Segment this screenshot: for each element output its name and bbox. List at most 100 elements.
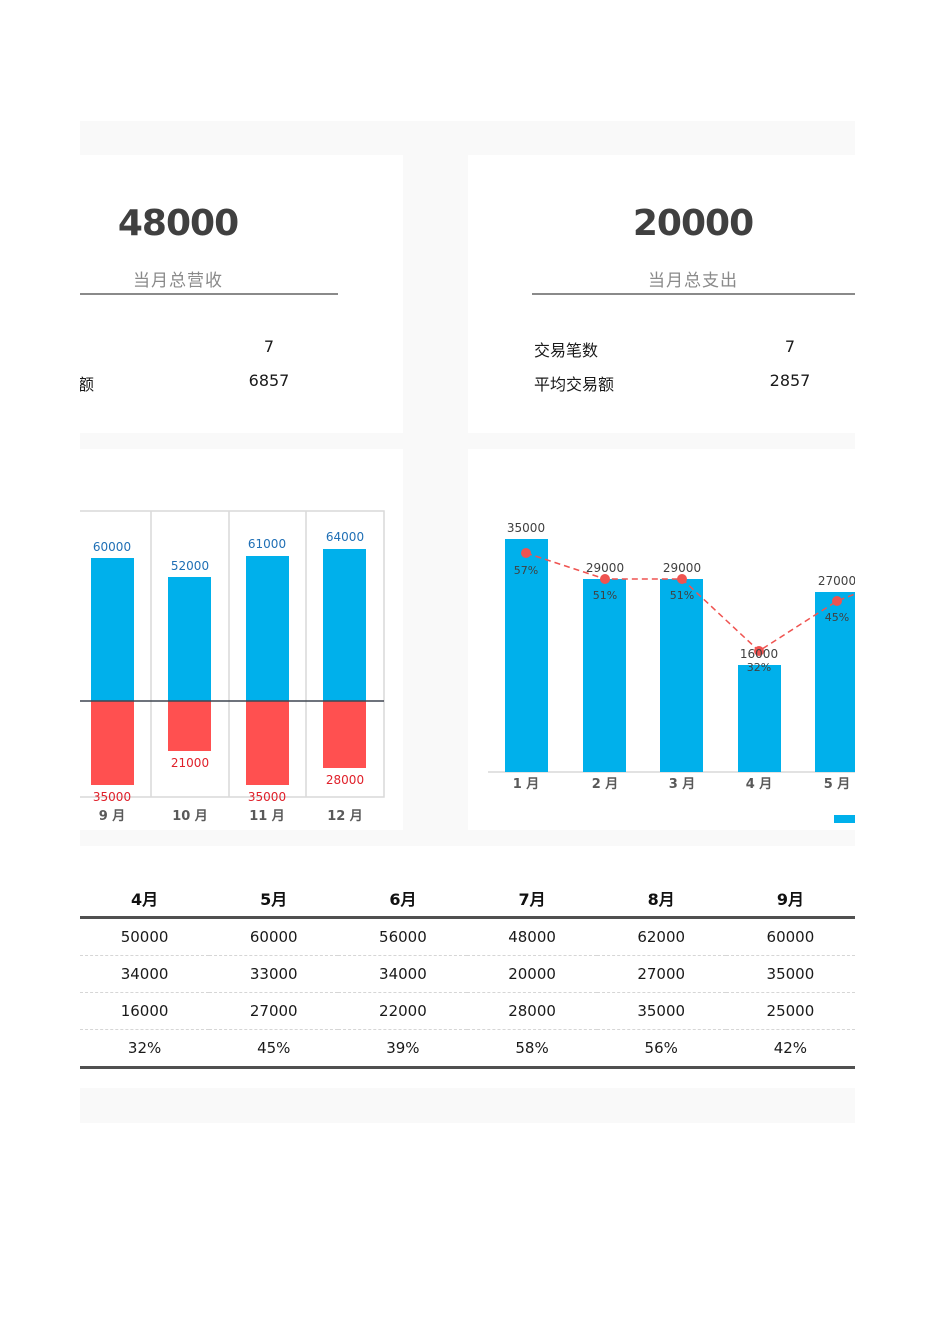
col-header: 5月	[209, 880, 339, 919]
svg-text:35000: 35000	[248, 790, 286, 804]
profit-chart: 35000 29000 29000 16000 27000 57% 51% 51…	[488, 521, 855, 823]
svg-text:35000: 35000	[507, 521, 545, 535]
svg-text:32%: 32%	[747, 661, 771, 674]
revenue-label: 当月总营收	[133, 271, 223, 291]
kpi-card-revenue: 48000 当月总营收 交易笔数 7 平均交易额 6857	[80, 155, 403, 433]
table-cell: 16000	[80, 992, 210, 1030]
col-header: 9月	[725, 880, 855, 919]
svg-text:4 月: 4 月	[746, 777, 773, 792]
top-band	[80, 121, 855, 155]
table-row: 32% 45% 39% 58% 56% 42%	[80, 1029, 855, 1069]
bar-income-10	[168, 577, 211, 701]
bar-profit-1	[505, 539, 548, 772]
bar-expense-9	[91, 701, 134, 785]
svg-text:52000: 52000	[171, 559, 209, 573]
table-cell: 34000	[80, 955, 210, 993]
stat-value-count: 7	[784, 337, 796, 356]
table-row: 16000 27000 22000 28000 35000 25000	[80, 992, 855, 1030]
svg-text:60000: 60000	[93, 540, 131, 554]
table-cell: 56000	[338, 917, 468, 956]
table-cell: 62000	[596, 917, 726, 956]
table-cell: 45%	[209, 1029, 339, 1069]
revenue-value: 48000	[117, 203, 239, 244]
table-cell: 60000	[725, 917, 855, 956]
expense-divider	[532, 293, 855, 295]
profit-chart-card: 35000 29000 29000 16000 27000 57% 51% 51…	[468, 449, 855, 830]
margin-line	[525, 552, 855, 652]
bar-profit-3	[660, 579, 703, 772]
table-cell: 27000	[596, 955, 726, 993]
svg-text:11 月: 11 月	[249, 809, 285, 824]
bar-income-9	[91, 558, 134, 701]
table-cell: 60000	[209, 917, 339, 956]
bar-profit-4	[738, 665, 781, 772]
bar-income-11	[246, 556, 289, 701]
col-header: 8月	[596, 880, 726, 919]
svg-text:35000: 35000	[93, 790, 131, 804]
table-cell: 28000	[467, 992, 597, 1030]
expense-value: 20000	[632, 203, 754, 244]
table-cell: 25000	[725, 992, 855, 1030]
svg-text:3 月: 3 月	[669, 777, 696, 792]
bar-expense-11	[246, 701, 289, 785]
col-header: 7月	[467, 880, 597, 919]
table-cell: 22000	[338, 992, 468, 1030]
svg-text:51%: 51%	[593, 589, 617, 602]
chart-bottom-band	[80, 830, 855, 846]
table-cell: 20000	[467, 955, 597, 993]
svg-text:2 月: 2 月	[592, 777, 619, 792]
table-cell: 42%	[725, 1029, 855, 1069]
svg-text:29000: 29000	[586, 561, 624, 575]
table-cell: 34000	[338, 955, 468, 993]
bar-profit-5	[815, 592, 855, 772]
table-cell: 32%	[80, 1029, 210, 1069]
table-cell: 27000	[209, 992, 339, 1030]
revenue-divider	[80, 293, 338, 295]
svg-text:1 月: 1 月	[513, 777, 540, 792]
bottom-band	[80, 1088, 855, 1123]
svg-text:9 月: 9 月	[99, 809, 126, 824]
table-cell: 35000	[596, 992, 726, 1030]
income-expense-chart: 60000 52000 61000 64000 35000 21000 3500…	[80, 510, 385, 824]
kpi-card-expense: 20000 当月总支出 交易笔数 7 平均交易额 2857	[468, 155, 855, 433]
table-header-row: 4月 5月 6月 7月 8月 9月	[80, 880, 855, 919]
row-gap-band	[80, 433, 855, 449]
table-cell: 35000	[725, 955, 855, 993]
bar-income-12	[323, 549, 366, 701]
svg-text:16000: 16000	[740, 647, 778, 661]
stat-value-count: 7	[263, 337, 275, 356]
column-gap	[403, 155, 468, 830]
svg-text:12 月: 12 月	[327, 809, 363, 824]
table-cell: 58%	[467, 1029, 597, 1069]
stat-label-avg: 平均交易额	[80, 375, 95, 394]
monthly-data-table: 4月 5月 6月 7月 8月 9月 50000 60000 56000 4800…	[80, 880, 855, 1069]
table-cell: 33000	[209, 955, 339, 993]
stat-label-avg: 平均交易额	[534, 375, 615, 394]
stat-value-avg: 6857	[248, 371, 290, 390]
svg-text:28000: 28000	[326, 773, 364, 787]
bar-profit-2	[583, 579, 626, 772]
svg-text:45%: 45%	[825, 611, 849, 624]
stat-label-count: 交易笔数	[534, 341, 599, 360]
svg-text:61000: 61000	[248, 537, 286, 551]
stat-value-avg: 2857	[769, 371, 811, 390]
income-expense-chart-card: 60000 52000 61000 64000 35000 21000 3500…	[80, 449, 403, 830]
table-cell: 50000	[80, 917, 210, 956]
svg-text:51%: 51%	[670, 589, 694, 602]
dashboard-viewport: 48000 当月总营收 交易笔数 7 平均交易额 6857 20000 当月总支…	[80, 0, 855, 1344]
table-cell: 48000	[467, 917, 597, 956]
col-header: 6月	[338, 880, 468, 919]
svg-text:21000: 21000	[171, 756, 209, 770]
bar-expense-12	[323, 701, 366, 768]
legend-swatch-profit	[834, 815, 855, 823]
svg-text:57%: 57%	[514, 564, 538, 577]
table-row: 34000 33000 34000 20000 27000 35000	[80, 955, 855, 993]
col-header: 4月	[80, 880, 210, 919]
table-cell: 56%	[596, 1029, 726, 1069]
svg-text:10 月: 10 月	[172, 809, 208, 824]
bar-expense-10	[168, 701, 211, 751]
svg-text:64000: 64000	[326, 530, 364, 544]
table-cell: 39%	[338, 1029, 468, 1069]
table-row: 50000 60000 56000 48000 62000 60000	[80, 917, 855, 956]
svg-text:27000: 27000	[818, 574, 855, 588]
